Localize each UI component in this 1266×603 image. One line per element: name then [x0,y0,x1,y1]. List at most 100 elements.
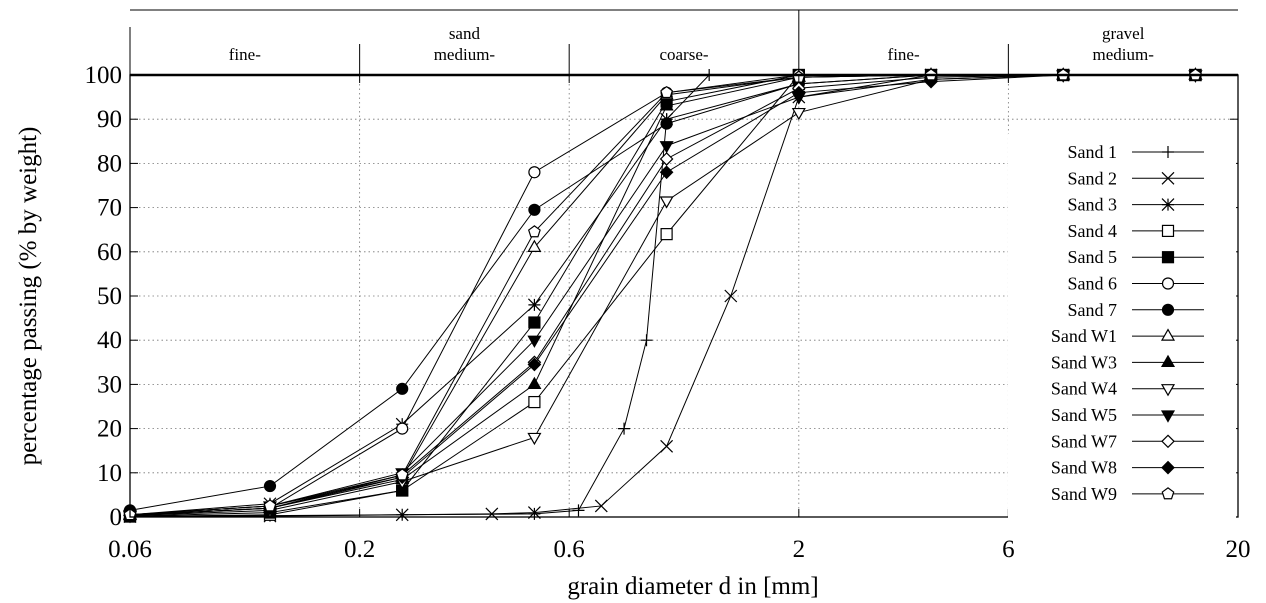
x-marker [724,289,738,303]
pentagon-marker [263,499,277,512]
y-tick-label: 40 [97,327,122,354]
y-tick-label: 10 [97,460,122,487]
y-tick-label: 60 [97,239,122,266]
triangle-marker [1160,354,1176,367]
triangle-marker [1160,410,1176,423]
diamond-marker [659,165,674,180]
legend-item: Sand 4 [1068,221,1204,241]
plus-marker [1162,146,1174,158]
legend-label: Sand 5 [1068,247,1118,267]
legend-item: Sand 7 [1068,300,1204,320]
plus-marker [618,422,631,435]
legend-item: Sand 3 [1068,195,1204,215]
plus-marker [572,504,585,517]
legend-label: Sand 1 [1068,142,1118,162]
axis-ticks: 0 10 20 30 40 50 60 70 80 90 100 0.06 0.2 0.6 2 6 20 [85,62,1251,563]
plus-marker [528,507,541,520]
triangle-marker [659,98,674,111]
square-marker [660,228,673,241]
legend-label: Sand W9 [1051,484,1117,504]
circle-marker [1161,303,1175,316]
soil-classification-band: fine-medium-sand coarse-fine-medium-grave… [129,9,1238,75]
triangle-marker [527,335,542,348]
asterisk-marker [1161,198,1175,212]
pentagon-marker [527,225,541,238]
x-tick-label: 0.6 [554,536,585,563]
triangle-marker [659,141,674,154]
x-tick-label: 2 [793,536,806,563]
diamond-marker [1161,434,1175,449]
region-label: fine- [888,45,920,64]
pentagon-marker [660,85,674,99]
circle-marker [528,203,541,216]
region-label: medium- [434,45,496,64]
pentagon-marker [1161,487,1175,500]
y-axis-title: percentage passing (% by weight) [15,127,42,466]
legend-item: Sand W4 [1051,379,1204,399]
x-marker [395,508,409,522]
region-group-label: gravel [1102,24,1145,43]
triangle-marker [527,432,542,446]
diamond-marker [659,152,674,166]
legend: Sand 1 Sand 2 Sand 3 Sand 4 Sand 5 Sand 6 Sand… [1008,134,1236,520]
y-tick-label: 50 [97,283,122,310]
triangle-marker [527,239,542,252]
plus-marker [640,334,653,347]
triangle-marker [791,107,806,121]
circle-marker [396,422,409,435]
pentagon-marker [395,468,409,481]
diamond-marker [527,357,542,372]
asterisk-marker [527,298,541,312]
circle-marker [660,117,673,130]
legend-item: Sand W5 [1051,405,1204,425]
square-marker [1161,224,1175,237]
y-tick-label: 30 [97,371,122,398]
x-marker [594,499,608,513]
region-label: coarse- [659,45,708,64]
diamond-marker [1161,460,1175,475]
y-tick-label: 0 [110,504,123,531]
y-tick-label: 20 [97,416,122,443]
legend-item: Sand W7 [1051,431,1204,451]
legend-item: Sand W1 [1051,326,1204,346]
legend-background [1008,134,1236,520]
legend-item: Sand 5 [1068,247,1204,267]
x-marker [485,507,499,521]
triangle-marker [527,376,542,389]
legend-item: Sand 1 [1068,142,1204,162]
legend-label: Sand 2 [1068,168,1118,188]
legend-label: Sand W4 [1051,379,1117,399]
square-marker [1161,251,1175,264]
x-tick-label: 0.06 [108,536,152,563]
legend-label: Sand 3 [1068,195,1118,215]
y-tick-label: 100 [85,62,123,89]
legend-label: Sand W7 [1051,431,1117,451]
region-group-label: sand [449,24,481,43]
x-marker [1161,171,1175,185]
legend-label: Sand 6 [1068,274,1118,294]
legend-label: Sand W3 [1051,352,1117,372]
legend-label: Sand 7 [1068,300,1118,320]
legend-item: Sand W8 [1051,458,1204,478]
region-label: medium- [1092,45,1154,64]
diamond-marker [791,85,806,100]
legend-label: Sand W1 [1051,326,1117,346]
x-tick-label: 0.2 [344,536,375,563]
triangle-marker [1160,328,1176,341]
circle-marker [528,166,541,179]
y-tick-label: 80 [97,150,122,177]
legend-item: Sand 2 [1068,168,1204,188]
legend-label: Sand W8 [1051,458,1117,478]
triangle-marker [1160,384,1176,397]
square-marker [528,316,541,329]
circle-marker [1161,277,1175,290]
square-marker [528,395,541,409]
legend-label: Sand W5 [1051,405,1117,425]
x-tick-label: 6 [1002,536,1015,563]
x-axis-title: grain diameter d in [mm] [567,573,818,600]
x-tick-label: 20 [1226,536,1251,563]
legend-item: Sand 6 [1068,274,1204,294]
x-marker [660,439,674,453]
circle-marker [263,479,277,493]
